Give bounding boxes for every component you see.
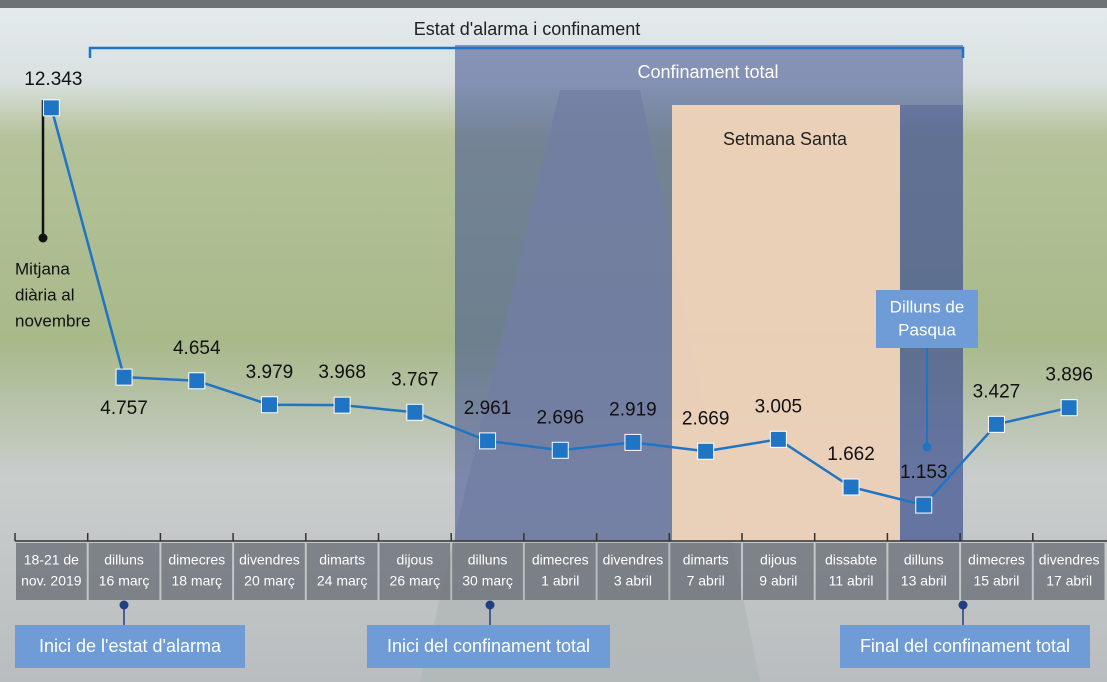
value-label: 3.979 [246,362,294,383]
x-tick-label: 26 març [390,573,441,589]
value-label: 2.669 [682,408,730,429]
annotation-dot [923,443,932,452]
x-tick-label: dijous [760,552,797,568]
annotation-dot [959,601,968,610]
x-tick-label: 18 març [171,573,222,589]
x-tick-label: 11 abril [829,573,874,589]
annotation: Mitjana [15,259,70,278]
x-tick-label: dilluns [468,552,508,568]
x-tick-label: 7 abril [687,573,725,589]
value-label: 3.896 [1045,365,1093,386]
annotation-dot [486,601,495,610]
x-tick-label: 24 març [317,573,368,589]
x-tick-label: 30 març [462,573,513,589]
point [43,100,59,116]
point [625,434,641,450]
point [116,369,132,385]
annotation: diària al [15,285,75,304]
value-label: 3.968 [318,362,366,383]
point [189,373,205,389]
point [843,479,859,495]
value-label: 1.153 [900,462,948,483]
x-tick-label: dimecres [168,552,225,568]
point [407,404,423,420]
value-label: 3.005 [755,396,803,417]
value-label: 2.919 [609,399,657,420]
x-tick-label: 15 abril [973,573,1019,589]
annotation: Dilluns de [890,297,965,316]
x-tick-label: dilluns [104,552,144,568]
x-tick-label: nov. 2019 [21,573,82,589]
point [770,431,786,447]
annotation: Inici de l'estat d'alarma [39,636,222,656]
x-tick-label: divendres [239,552,300,568]
top-bar [0,0,1107,8]
point [988,416,1004,432]
x-tick-label: dimarts [319,552,365,568]
value-label: 4.654 [173,338,221,359]
annotation: Setmana Santa [723,129,848,149]
value-label: 2.961 [464,398,512,419]
annotation: Pasqua [898,320,956,339]
point [334,397,350,413]
value-label: 3.427 [973,381,1021,402]
x-tick-label: 3 abril [614,573,652,589]
point [552,442,568,458]
annotation: novembre [15,311,91,330]
x-tick-label: 13 abril [901,573,947,589]
point [1061,400,1077,416]
chart-title: Estat d'alarma i confinament [414,19,641,39]
x-tick-label: 9 abril [759,573,797,589]
x-tick-label: 20 març [244,573,295,589]
easter-shade [672,105,900,541]
x-tick-label: dimarts [683,552,729,568]
x-tick-label: dimecres [532,552,589,568]
value-label: 12.343 [24,69,82,90]
x-tick-label: dijous [397,552,434,568]
x-tick-label: divendres [1039,552,1100,568]
x-tick-label: 16 març [99,573,150,589]
value-label: 1.662 [827,444,875,465]
x-tick-label: dimecres [968,552,1025,568]
x-tick-label: dissabte [825,552,877,568]
x-tick-label: dilluns [904,552,944,568]
point [916,497,932,513]
annotation: Final del confinament total [860,636,1070,656]
x-tick-label: 18-21 de [24,552,79,568]
point [480,433,496,449]
value-label: 3.767 [391,369,439,390]
annotation-dot [120,601,129,610]
x-tick-label: 17 abril [1046,573,1092,589]
value-label: 4.757 [100,398,148,419]
value-label: 2.696 [536,407,584,428]
point [698,443,714,459]
point [261,397,277,413]
annotation-dot [39,234,48,243]
x-tick-label: 1 abril [541,573,579,589]
annotation: Inici del confinament total [387,636,590,656]
x-tick-label: divendres [603,552,664,568]
annotation: Confinament total [637,62,778,82]
chart: Estat d'alarma i confinament Confinament… [0,0,1107,682]
